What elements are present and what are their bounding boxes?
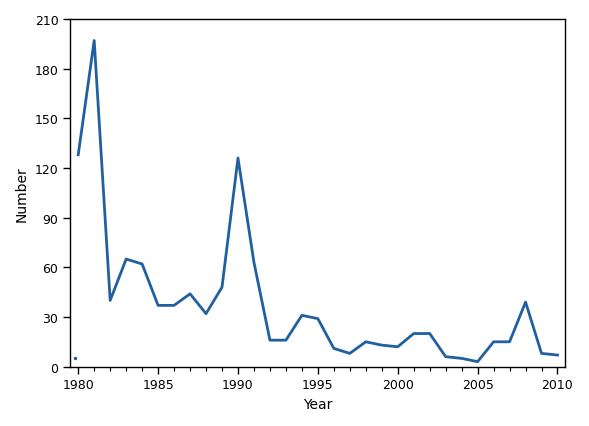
- Y-axis label: Number: Number: [15, 166, 29, 221]
- X-axis label: Year: Year: [303, 397, 333, 411]
